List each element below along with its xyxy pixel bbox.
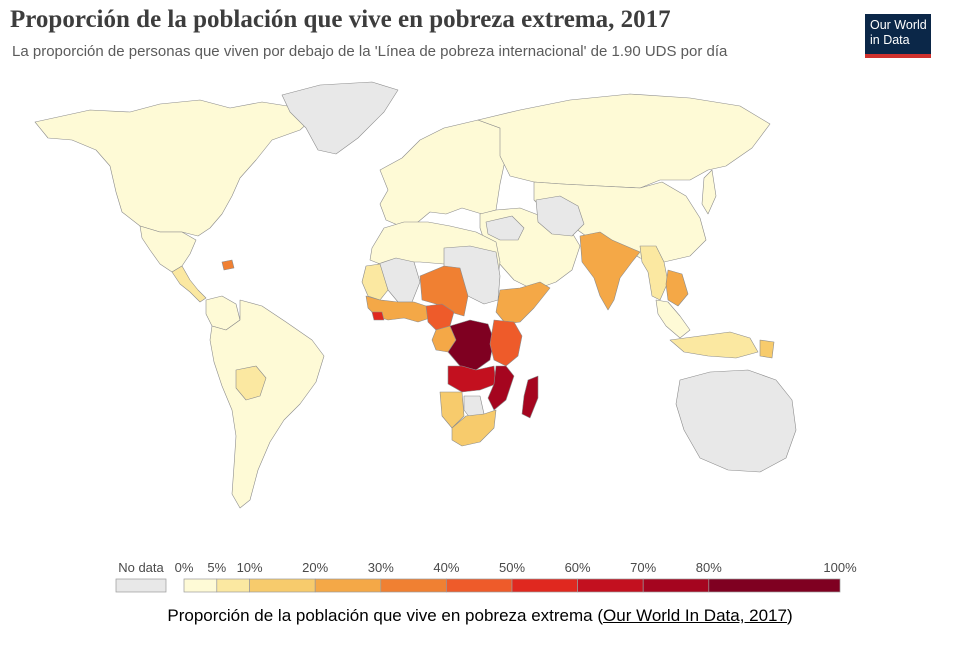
region-niger-chad[interactable] [419, 265, 469, 317]
legend-tick-label: 80% [696, 560, 722, 575]
owid-logo[interactable]: Our World in Data [865, 14, 931, 58]
region-north-america[interactable] [34, 99, 321, 237]
region-india[interactable] [579, 231, 641, 311]
chart-title: Proporción de la población que vive en p… [10, 6, 671, 33]
region-central-america[interactable] [171, 265, 207, 303]
region-indonesia[interactable] [669, 331, 759, 359]
legend-swatch [642, 578, 710, 593]
region-japan[interactable] [701, 169, 717, 215]
legend-tick-label: 20% [302, 560, 328, 575]
region-europe[interactable] [379, 119, 507, 227]
region-bolivia[interactable] [235, 365, 267, 401]
legend-swatch [577, 578, 644, 593]
legend-swatch [380, 578, 447, 593]
chart-subtitle: La proporción de personas que viven por … [12, 43, 728, 60]
legend-tick-label: 5% [207, 560, 226, 575]
region-haiti[interactable] [221, 259, 235, 271]
legend-tick-label: 40% [433, 560, 459, 575]
figure-caption: Proporción de la población que vive en p… [0, 606, 960, 626]
legend-tick-label: 60% [565, 560, 591, 575]
region-ethiopia-somalia[interactable] [495, 281, 551, 325]
region-angola-zambia[interactable] [447, 365, 497, 393]
legend-tick-label: 30% [368, 560, 394, 575]
region-southeast-asia[interactable] [655, 299, 691, 339]
legend-swatch [216, 578, 250, 593]
color-legend: No data 0% 5% 10% 20% 30% 40% 50% 60% 70% 80% 100% [115, 560, 857, 593]
region-madagascar[interactable] [521, 375, 539, 419]
region-dr-congo[interactable] [447, 319, 495, 371]
legend-swatch [183, 578, 218, 593]
region-syria-iraq[interactable] [485, 215, 525, 241]
region-western-sahara-mali[interactable] [377, 257, 421, 303]
legend-no-data-label: No data [118, 560, 164, 575]
legend-tick-label: 100% [823, 560, 857, 575]
legend-tick-label: 70% [630, 560, 656, 575]
region-greenland[interactable] [281, 81, 399, 155]
region-liberia[interactable] [371, 311, 385, 321]
region-china[interactable] [535, 195, 585, 237]
caption-text: Proporción de la población que vive en p… [167, 606, 604, 625]
region-myanmar-laos[interactable] [639, 245, 669, 301]
legend-swatch [314, 578, 382, 593]
legend-swatch [511, 578, 578, 593]
legend-swatch [708, 578, 841, 593]
region-namibia[interactable] [439, 391, 465, 429]
region-australia[interactable] [675, 369, 797, 473]
logo-line-2: in Data [870, 33, 910, 47]
legend-tick-label: 50% [499, 560, 525, 575]
region-mozambique-malawi[interactable] [487, 365, 515, 411]
legend-tick-label: 0% [175, 560, 194, 575]
region-south-africa[interactable] [451, 409, 497, 447]
caption-end: ) [786, 606, 793, 625]
region-russia[interactable] [477, 93, 771, 189]
region-vietnam-cambodia[interactable] [665, 269, 689, 307]
legend-tick-label: 10% [237, 560, 263, 575]
legend-no-data-swatch [115, 578, 167, 593]
logo-line-1: Our World [870, 18, 927, 32]
region-papua-new-guinea[interactable] [759, 339, 775, 359]
world-map [34, 81, 797, 509]
legend-swatch [446, 578, 513, 593]
source-link[interactable]: Our World In Data, 2017 [603, 606, 787, 625]
region-south-america[interactable] [209, 299, 325, 509]
region-kenya-tanzania[interactable] [489, 319, 523, 367]
legend-swatch [249, 578, 316, 593]
